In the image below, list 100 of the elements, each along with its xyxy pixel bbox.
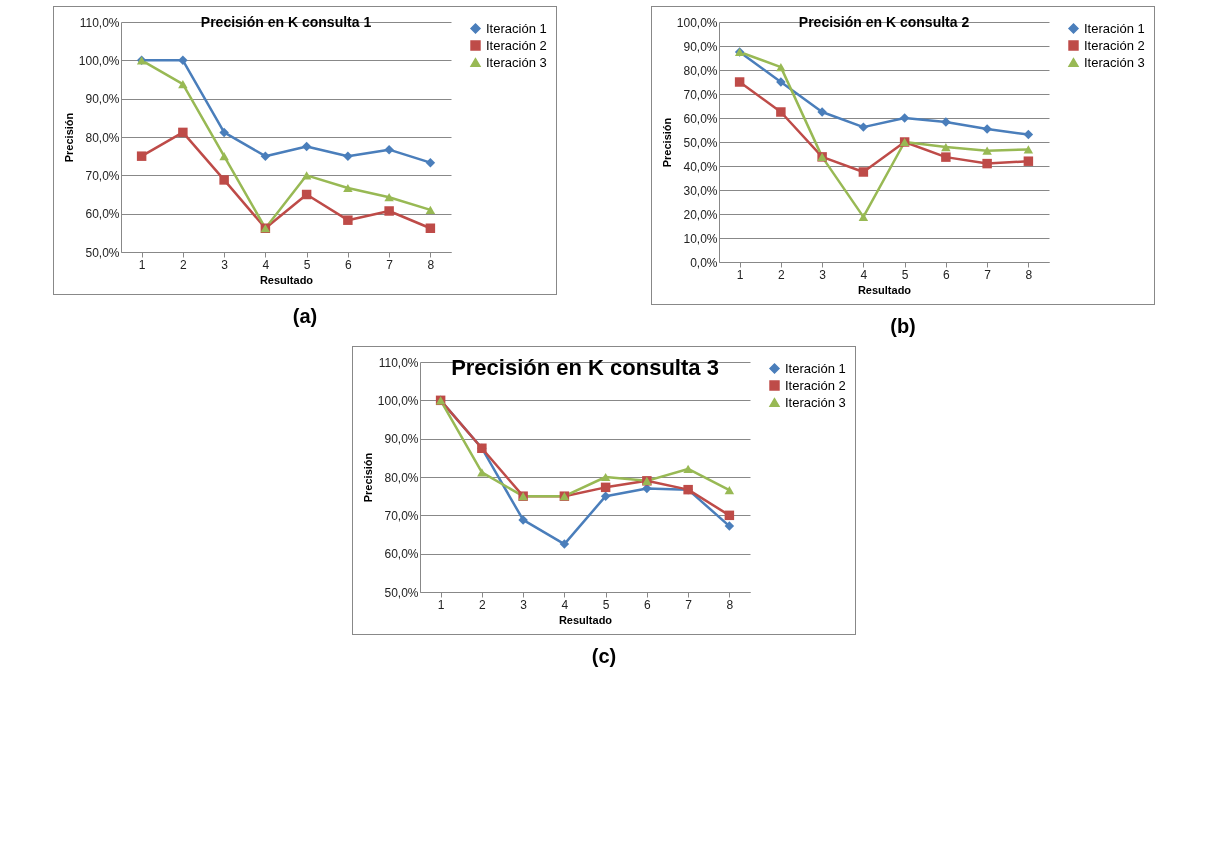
x-tick-label: 8 [726, 597, 734, 612]
point [178, 127, 188, 138]
x-tick-label: 5 [602, 597, 610, 612]
y-axis-title: Precisión [660, 117, 673, 168]
point [600, 491, 611, 501]
x-axis-title: Resultado [259, 273, 314, 286]
y-tick-label: 110,0% [79, 15, 120, 30]
point [941, 142, 951, 152]
point [600, 482, 611, 493]
y-tick-label: 90,0% [683, 39, 718, 54]
y-tick-label: 50,0% [683, 135, 718, 150]
x-tick-label: 1 [437, 597, 445, 612]
x-axis-title: Resultado [558, 613, 613, 626]
x-tick-label: 1 [138, 257, 146, 272]
y-tick-label: 60,0% [683, 111, 718, 126]
point [477, 468, 487, 477]
x-tick-label: 2 [479, 597, 487, 612]
y-tick-label: 80,0% [85, 130, 120, 145]
y-tick-label: 0,0% [690, 255, 718, 270]
point [776, 107, 786, 117]
x-tick-label: 1 [736, 267, 744, 282]
point [260, 151, 271, 161]
point [858, 167, 869, 177]
x-tick-label: 5 [901, 267, 909, 282]
point [941, 152, 951, 162]
point [776, 63, 786, 72]
point [343, 215, 353, 225]
point [1023, 145, 1034, 154]
chart-title: Precisión en K consulta 2 [798, 14, 970, 30]
point [858, 122, 869, 132]
legend-label: Iteración 3 [486, 54, 547, 70]
y-tick-label: 100,0% [78, 53, 120, 68]
point [559, 539, 570, 549]
point [982, 146, 992, 155]
point [178, 55, 188, 66]
x-tick-label: 6 [644, 597, 652, 612]
y-tick-label: 40,0% [683, 159, 718, 174]
text: (b) [890, 315, 916, 338]
y-tick-label: 50,0% [85, 245, 120, 260]
legend-label: Iteración 3 [1084, 54, 1145, 70]
point [343, 151, 353, 161]
y-tick-label: 80,0% [384, 470, 419, 485]
legend-label: Iteración 2 [1084, 37, 1145, 53]
point [136, 151, 147, 161]
y-tick-label: 90,0% [384, 432, 419, 447]
y-tick-label: 100,0% [377, 393, 419, 408]
point [982, 158, 992, 169]
y-tick-label: 70,0% [384, 508, 419, 523]
y-tick-label: 10,0% [683, 231, 718, 246]
point [301, 171, 312, 180]
y-tick-label: 50,0% [384, 585, 419, 600]
x-tick-label: 7 [386, 257, 394, 272]
point [425, 223, 436, 233]
x-tick-label: 3 [819, 267, 827, 282]
point [178, 79, 188, 89]
point [858, 212, 869, 221]
text: (c) [591, 645, 617, 668]
y-tick-label: 60,0% [85, 207, 120, 222]
x-tick-label: 6 [943, 267, 951, 282]
legend-label: Iteración 1 [1084, 20, 1145, 36]
y-axis-title: Precisión [62, 112, 75, 163]
point [384, 193, 394, 202]
point [301, 189, 312, 200]
y-tick-label: 30,0% [683, 183, 718, 198]
legend-label: Iteración 2 [486, 37, 547, 53]
x-tick-label: 3 [221, 257, 229, 272]
point [1023, 156, 1034, 166]
point [734, 77, 745, 87]
x-tick-label: 3 [520, 597, 528, 612]
point [219, 152, 229, 161]
chart-title: Precisión en K consulta 3 [451, 355, 719, 380]
x-tick-label: 2 [778, 267, 786, 282]
x-tick-label: 6 [345, 257, 353, 272]
y-tick-label: 60,0% [384, 547, 419, 562]
y-tick-label: 20,0% [683, 207, 718, 222]
point [899, 113, 910, 123]
chart-title: Precisión en K consulta 1 [200, 14, 372, 30]
y-tick-label: 100,0% [676, 15, 718, 30]
x-tick-label: 4 [561, 597, 569, 612]
point [384, 144, 394, 155]
y-tick-label: 70,0% [683, 87, 718, 102]
point [425, 205, 436, 214]
y-tick-label: 90,0% [85, 92, 120, 107]
legend-label: Iteración 1 [486, 20, 547, 36]
y-tick-label: 80,0% [683, 63, 718, 78]
legend-label: Iteración 3 [785, 394, 846, 410]
point [384, 206, 394, 216]
text: (a) [292, 305, 318, 328]
legend-label: Iteración 1 [785, 360, 846, 376]
x-tick-label: 4 [860, 267, 868, 282]
x-tick-label: 7 [685, 597, 693, 612]
x-tick-label: 4 [262, 257, 270, 272]
y-tick-label: 110,0% [378, 355, 419, 370]
point [724, 521, 735, 531]
point [600, 472, 611, 482]
point [219, 175, 229, 185]
point [1023, 129, 1034, 140]
x-tick-label: 5 [303, 257, 311, 272]
point [343, 183, 353, 193]
point [724, 485, 735, 495]
